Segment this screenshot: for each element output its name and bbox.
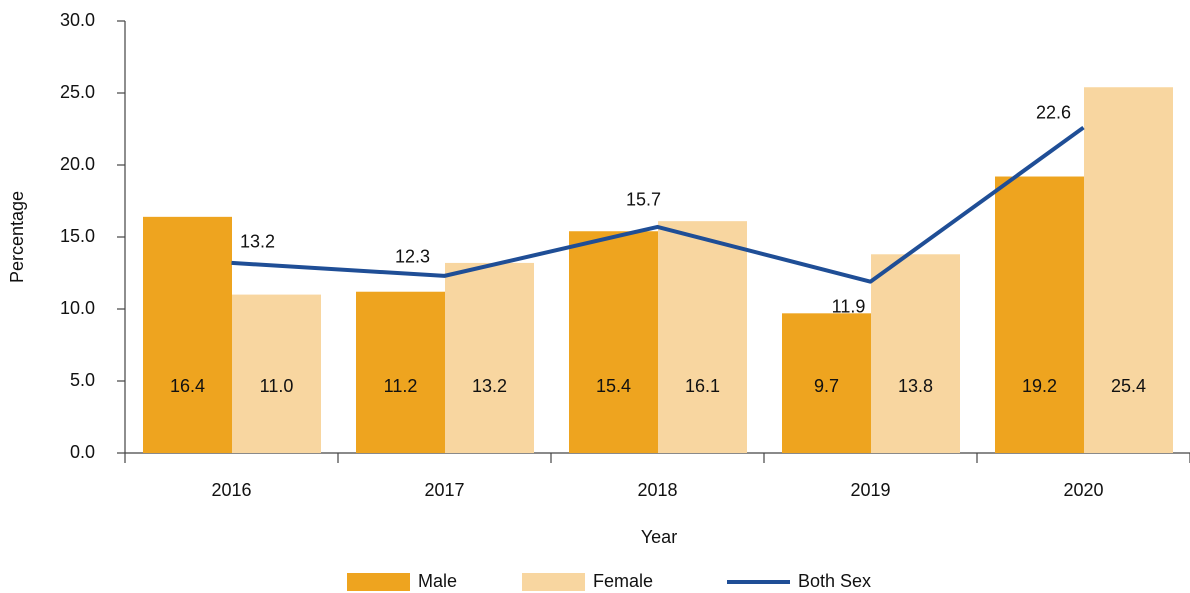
- y-tick-label: 30.0: [60, 10, 95, 30]
- x-tick-label: 2017: [424, 480, 464, 500]
- bar-label: 16.1: [685, 376, 720, 396]
- bar-label: 11.2: [384, 376, 418, 396]
- line-label: 11.9: [832, 296, 866, 316]
- bar-label: 19.2: [1022, 376, 1057, 396]
- y-tick-label: 25.0: [60, 82, 95, 102]
- bar: [658, 221, 747, 453]
- bar-label: 13.2: [472, 376, 507, 396]
- line-label: 15.7: [626, 190, 661, 210]
- bar-label: 13.8: [898, 376, 933, 396]
- line-label: 12.3: [395, 247, 430, 267]
- x-tick-label: 2018: [637, 480, 677, 500]
- y-tick-label: 10.0: [60, 298, 95, 318]
- y-tick-label: 15.0: [60, 226, 95, 246]
- bar-label: 9.7: [814, 376, 839, 396]
- x-tick-label: 2016: [211, 480, 251, 500]
- bar: [356, 291, 445, 453]
- line: [231, 125, 1085, 284]
- bar: [995, 176, 1084, 453]
- bar: [871, 254, 960, 453]
- y-axis-label: Percentage: [7, 191, 27, 283]
- line-label: 13.2: [240, 232, 275, 252]
- bar-label: 25.4: [1111, 376, 1146, 396]
- legend-label: Both Sex: [798, 571, 871, 591]
- bar-label: 11.0: [260, 376, 294, 396]
- legend-label: Male: [418, 571, 457, 591]
- bar-label: 15.4: [596, 376, 631, 396]
- legend-swatch: [347, 573, 410, 591]
- bar: [1084, 87, 1173, 454]
- legend-label: Female: [593, 571, 653, 591]
- x-axis-label: Year: [641, 527, 677, 547]
- bar: [569, 231, 658, 453]
- bar-label: 16.4: [170, 376, 205, 396]
- bar: [143, 216, 232, 453]
- bar: [782, 313, 871, 453]
- bar: [445, 262, 534, 453]
- x-tick-label: 2019: [850, 480, 890, 500]
- y-tick-label: 5.0: [70, 370, 95, 390]
- legend-swatch: [522, 573, 585, 591]
- line-label: 22.6: [1036, 102, 1071, 122]
- y-tick-label: 0.0: [70, 442, 95, 462]
- y-tick-label: 20.0: [60, 154, 95, 174]
- bar: [232, 294, 321, 453]
- x-tick-label: 2020: [1063, 480, 1103, 500]
